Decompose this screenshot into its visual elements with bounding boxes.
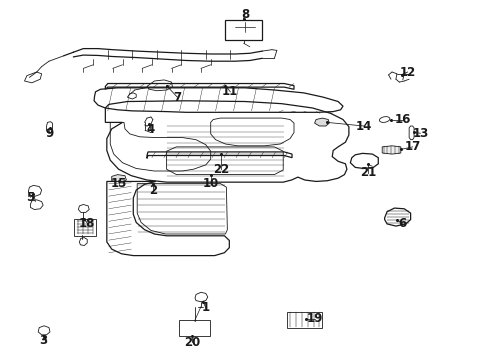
Text: 9: 9 (45, 127, 53, 140)
Text: 6: 6 (399, 217, 407, 230)
Text: 17: 17 (404, 140, 421, 153)
Text: 5: 5 (26, 191, 34, 204)
Polygon shape (382, 146, 401, 154)
Text: 4: 4 (147, 123, 155, 136)
FancyBboxPatch shape (74, 219, 96, 236)
Text: 16: 16 (394, 113, 411, 126)
Text: 14: 14 (355, 120, 372, 132)
Polygon shape (315, 118, 329, 126)
Text: 20: 20 (184, 336, 200, 348)
Text: 19: 19 (306, 312, 323, 325)
FancyBboxPatch shape (287, 312, 322, 328)
Polygon shape (112, 175, 126, 182)
Text: 3: 3 (39, 334, 47, 347)
Ellipse shape (379, 117, 390, 122)
Text: 22: 22 (213, 163, 230, 176)
Text: 10: 10 (202, 177, 219, 190)
Text: 12: 12 (399, 66, 416, 78)
Text: 13: 13 (412, 127, 429, 140)
Text: 1: 1 (202, 301, 210, 314)
Text: 8: 8 (241, 8, 249, 21)
Text: 2: 2 (149, 184, 157, 197)
Text: 11: 11 (222, 85, 239, 98)
FancyBboxPatch shape (179, 320, 210, 336)
FancyBboxPatch shape (225, 20, 262, 40)
Text: 7: 7 (173, 91, 181, 104)
Text: 18: 18 (79, 217, 96, 230)
Text: 15: 15 (110, 177, 127, 190)
Text: 21: 21 (360, 166, 377, 179)
